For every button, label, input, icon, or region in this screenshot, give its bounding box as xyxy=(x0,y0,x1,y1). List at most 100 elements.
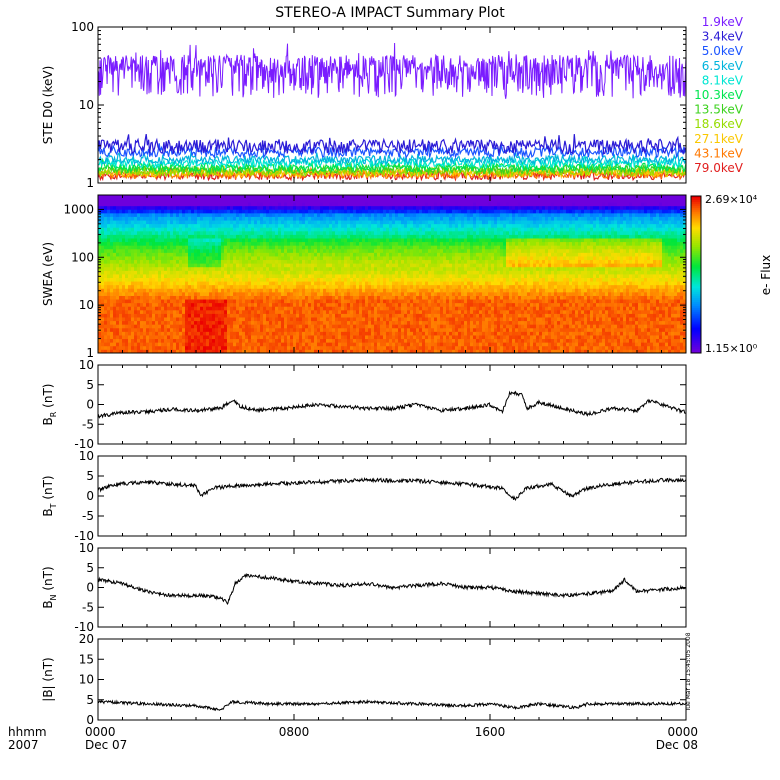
spectrogram-cell xyxy=(233,349,237,354)
spectrogram-cell xyxy=(266,309,270,314)
spectrogram-cell xyxy=(404,234,408,239)
spectrogram-cell xyxy=(314,263,318,268)
spectrogram-cell xyxy=(134,202,138,207)
spectrogram-cell xyxy=(248,274,252,278)
spectrogram-cell xyxy=(248,331,252,336)
spectrogram-cell xyxy=(335,313,339,318)
spectrogram-cell xyxy=(311,263,315,268)
spectrogram-cell xyxy=(149,338,153,343)
spectrogram-cell xyxy=(161,338,165,343)
spectrogram-cell xyxy=(212,259,216,264)
spectrogram-cell xyxy=(293,327,297,332)
spectrogram-cell xyxy=(362,245,366,250)
spectrogram-cell xyxy=(365,313,369,318)
spectrogram-cell xyxy=(407,227,411,232)
spectrogram-cell xyxy=(227,230,231,235)
spectrogram-cell xyxy=(107,313,111,318)
spectrogram-cell xyxy=(338,195,342,199)
spectrogram-cell xyxy=(113,216,117,221)
spectrogram-cell xyxy=(170,266,174,271)
spectrogram-cell xyxy=(149,335,153,340)
spectrogram-cell xyxy=(278,277,282,282)
spectrogram-cell xyxy=(314,256,318,261)
spectrogram-cell xyxy=(119,349,123,354)
spectrogram-cell xyxy=(101,212,105,217)
spectrogram-cell xyxy=(143,198,147,203)
spectrogram-cell xyxy=(308,327,312,332)
spectrogram-cell xyxy=(164,313,168,318)
spectrogram-cell xyxy=(419,205,423,210)
spectrogram-cell xyxy=(155,327,159,332)
spectrogram-cell xyxy=(137,245,141,250)
spectrogram-cell xyxy=(380,252,384,257)
spectrogram-cell xyxy=(281,291,285,296)
spectrogram-cell xyxy=(365,227,369,232)
spectrogram-cell xyxy=(263,281,267,286)
spectrogram-cell xyxy=(290,245,294,250)
spectrogram-cell xyxy=(320,230,324,235)
spectrogram-cell xyxy=(137,198,141,203)
spectrogram-cell xyxy=(197,223,201,228)
spectrogram-cell xyxy=(236,317,240,322)
spectrogram-cell xyxy=(197,259,201,264)
spectrogram-cell xyxy=(398,216,402,221)
spectrogram-cell xyxy=(410,234,414,239)
spectrogram-cell xyxy=(278,324,282,329)
spectrogram-cell xyxy=(419,338,423,343)
spectrogram-cell xyxy=(170,335,174,340)
spectrogram-cell xyxy=(326,335,330,340)
spectrogram-cell xyxy=(125,256,129,261)
spectrogram-cell xyxy=(122,227,126,232)
spectrogram-cell xyxy=(116,302,120,307)
spectrogram-cell xyxy=(134,198,138,203)
spectrogram-cell xyxy=(311,195,315,199)
spectrogram-cell xyxy=(377,212,381,217)
spectrogram-cell xyxy=(248,291,252,296)
spectrogram-cell xyxy=(245,227,249,232)
spectrogram-cell xyxy=(392,291,396,296)
spectrogram-cell xyxy=(140,212,144,217)
spectrogram-cell xyxy=(377,230,381,235)
spectrogram-cell xyxy=(167,317,171,322)
spectrogram-cell xyxy=(200,220,204,225)
spectrogram-cell xyxy=(284,299,288,304)
spectrogram-cell xyxy=(272,317,276,322)
spectrogram-cell xyxy=(149,259,153,264)
spectrogram-cell xyxy=(368,306,372,311)
spectrogram-cell xyxy=(338,317,342,322)
spectrogram-cell xyxy=(359,309,363,314)
spectrogram-cell xyxy=(332,295,336,300)
spectrogram-cell xyxy=(152,216,156,221)
spectrogram-cell xyxy=(320,266,324,271)
spectrogram-cell xyxy=(392,223,396,228)
spectrogram-cell xyxy=(308,209,312,214)
spectrogram-cell xyxy=(122,335,126,340)
spectrogram-cell xyxy=(287,252,291,257)
spectrogram-cell xyxy=(128,320,132,325)
spectrogram-cell xyxy=(320,349,324,354)
spectrogram-cell xyxy=(128,284,132,289)
spectrogram-cell xyxy=(422,288,426,293)
spectrogram-cell xyxy=(275,349,279,354)
spectrogram-cell xyxy=(365,331,369,336)
spectrogram-cell xyxy=(128,342,132,347)
spectrogram-cell xyxy=(158,338,162,343)
spectrogram-cell xyxy=(314,338,318,343)
spectrogram-cell xyxy=(329,331,333,336)
spectrogram-cell xyxy=(239,238,243,243)
spectrogram-cell xyxy=(104,277,108,282)
spectrogram-cell xyxy=(356,263,360,268)
spectrogram-cell xyxy=(131,227,135,232)
spectrogram-cell xyxy=(332,220,336,225)
spectrogram-cell xyxy=(236,281,240,286)
spectrogram-cell xyxy=(401,266,405,271)
spectrogram-cell xyxy=(203,281,207,286)
spectrogram-cell xyxy=(254,266,258,271)
spectrogram-cell xyxy=(251,195,255,199)
spectrogram-cell xyxy=(131,313,135,318)
spectrogram-cell xyxy=(107,266,111,271)
spectrogram-cell xyxy=(170,245,174,250)
spectrogram-cell xyxy=(170,345,174,350)
spectrogram-cell xyxy=(374,266,378,271)
spectrogram-cell xyxy=(257,252,261,257)
